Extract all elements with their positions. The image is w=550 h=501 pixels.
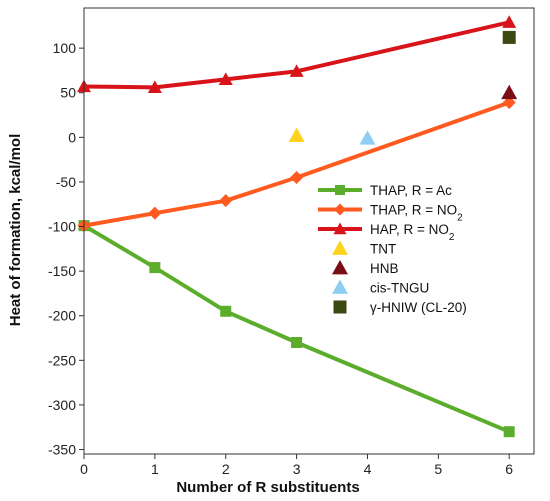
data-point — [502, 15, 517, 28]
plot-frame — [83, 7, 535, 455]
legend-item: THAP, R = NO2 — [318, 203, 463, 224]
y-tick-label: 50 — [60, 85, 76, 101]
legend-marker — [332, 240, 348, 255]
legend-label: THAP, R = NO2 — [370, 203, 463, 224]
legend-item: cis-TNGU — [332, 279, 429, 296]
y-tick-label: -250 — [48, 352, 76, 368]
series-line — [83, 20, 510, 90]
legend-label: cis-TNGU — [370, 281, 429, 296]
legend-item: HAP, R = NO2 — [318, 222, 455, 243]
x-axis-title: Number of R substituents — [176, 479, 359, 496]
legend-item: TNT — [332, 240, 396, 257]
x-tick-label: 4 — [364, 461, 372, 477]
series-hniw-cl-20 — [502, 30, 516, 44]
series-cis-tngu — [359, 130, 376, 145]
legend-marker — [333, 300, 347, 314]
x-tick-label: 5 — [434, 461, 442, 477]
data-point — [148, 206, 162, 220]
series-line — [82, 223, 510, 434]
data-point — [290, 170, 304, 184]
legend-marker — [335, 185, 345, 195]
legend-label: TNT — [370, 242, 396, 257]
x-tick-label: 6 — [505, 461, 513, 477]
y-axis-title: Heat of formation, kcal/mol — [7, 134, 24, 327]
y-tick-label: -100 — [48, 219, 76, 235]
y-tick-label: 100 — [53, 40, 77, 56]
series-tnt — [288, 127, 305, 142]
data-point — [219, 194, 233, 208]
y-tick-label: -300 — [48, 397, 76, 413]
series-hnb — [501, 84, 518, 100]
plot-area — [77, 15, 518, 438]
y-tick-label: -350 — [48, 442, 76, 458]
legend-label: γ-HNIW (CL-20) — [370, 300, 467, 315]
data-point — [502, 30, 516, 44]
x-tick-label: 3 — [293, 461, 301, 477]
data-point — [220, 305, 232, 317]
data-point — [501, 84, 518, 100]
y-tick-label: -150 — [48, 263, 76, 279]
x-tick-label: 2 — [222, 461, 230, 477]
legend-label: THAP, R = Ac — [370, 183, 452, 198]
axes: 0 1 2 3 4 5 6 -350 -300 -250 -200 -150 -100 -50 0 50 100 — [48, 7, 535, 477]
legend-marker — [334, 203, 346, 216]
y-tick-label: -200 — [48, 308, 76, 324]
data-point — [359, 130, 376, 145]
y-tick-label: -50 — [56, 174, 76, 190]
data-point — [503, 426, 515, 438]
series-hap-r-no2 — [77, 15, 517, 93]
legend-item: γ-HNIW (CL-20) — [333, 300, 467, 315]
data-point — [149, 262, 161, 274]
series-thap-r-ac — [78, 220, 515, 438]
data-point — [147, 80, 162, 93]
data-point — [502, 96, 516, 110]
data-point — [289, 64, 304, 77]
data-point — [288, 127, 305, 142]
legend-marker — [333, 222, 347, 235]
legend-label: HNB — [370, 261, 399, 276]
data-point — [218, 72, 233, 85]
x-tick-label: 1 — [151, 461, 159, 477]
series-thap-r-no2 — [77, 96, 516, 233]
legend-marker — [332, 260, 348, 275]
data-point — [291, 337, 303, 348]
y-tick-label: 0 — [68, 129, 76, 145]
legend-item: HNB — [332, 260, 399, 276]
x-tick-label: 0 — [80, 461, 88, 477]
legend-marker — [332, 279, 348, 294]
legend-item: THAP, R = Ac — [318, 183, 452, 198]
legend-label: HAP, R = NO2 — [370, 222, 455, 243]
